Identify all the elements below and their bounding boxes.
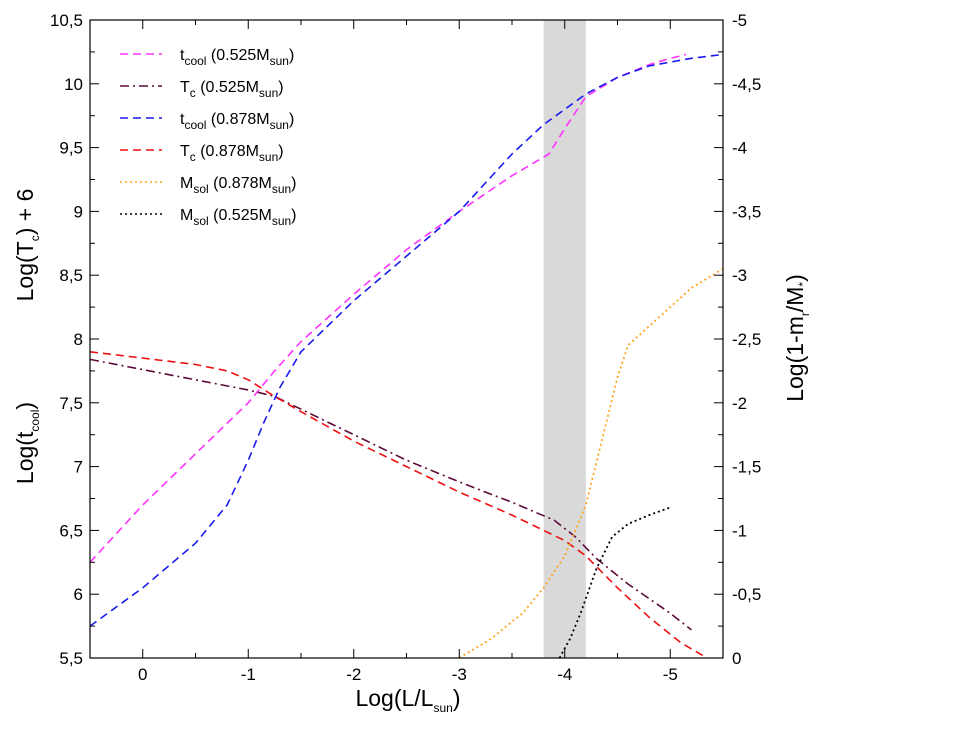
legend-item: Msol (0.878Msun) xyxy=(120,175,297,196)
y-left-tick-label: 7 xyxy=(74,458,83,477)
tick-labels-layer: 0 -1 -2 -3 -4 -5 5,5 6 6,5 7 7,5 8 8,5 9 9,5 10 10,5 0 -0,… xyxy=(50,11,761,684)
legend-label: Msol (0.878Msun) xyxy=(180,175,297,196)
x-tick-label: -1 xyxy=(241,665,256,684)
legend-label: Tc (0.525Msun) xyxy=(180,79,284,100)
legend-label: tcool (0.525Msun) xyxy=(180,47,294,68)
legend-item: Tc (0.525Msun) xyxy=(120,79,284,100)
y-right-tick-label: -5 xyxy=(732,11,747,30)
y-right-tick-label: -4 xyxy=(732,139,747,158)
legend-item: tcool (0.525Msun) xyxy=(120,47,294,68)
y-left-tick-label: 7,5 xyxy=(59,394,83,413)
y-right-tick-label: -1,5 xyxy=(732,458,761,477)
y-left-tick-label: 6 xyxy=(74,585,83,604)
y-left-tick-label: 9,5 xyxy=(59,139,83,158)
x-tick-label: -3 xyxy=(452,665,467,684)
y-left-title-top: Log(Tc) + 6 xyxy=(12,189,42,302)
y-left-tick-label: 10,5 xyxy=(50,11,83,30)
y-left-tick-label: 6,5 xyxy=(59,521,83,540)
series-layer xyxy=(89,53,724,659)
y-right-tick-label: -2,5 xyxy=(732,330,761,349)
y-right-tick-label: -3,5 xyxy=(732,202,761,221)
legend-item: Msol (0.525Msun) xyxy=(120,207,297,228)
x-tick-label: -5 xyxy=(663,665,678,684)
y-left-tick-label: 8 xyxy=(74,330,83,349)
y-right-tick-label: -1 xyxy=(732,521,747,540)
legend: tcool (0.525Msun) Tc (0.525Msun) tcool (… xyxy=(120,47,297,228)
series-line-6 xyxy=(558,506,671,659)
x-tick-label: -4 xyxy=(557,665,572,684)
series-line-2 xyxy=(89,358,692,631)
x-tick-label: 0 xyxy=(138,665,147,684)
legend-label: Msol (0.525Msun) xyxy=(180,207,297,228)
legend-item: Tc (0.878Msun) xyxy=(120,143,284,164)
y-left-title-bottom: Log(tcool) xyxy=(12,402,42,484)
y-right-tick-label: -2 xyxy=(732,394,747,413)
y-right-tick-label: 0 xyxy=(732,649,741,668)
series-line-4 xyxy=(89,351,708,659)
shaded-band-layer xyxy=(543,20,586,658)
y-right-title: Log(1-mr/M*) xyxy=(782,274,812,402)
y-right-tick-label: -4,5 xyxy=(732,75,761,94)
ticks-layer xyxy=(89,19,724,659)
legend-item: tcool (0.878Msun) xyxy=(120,111,294,132)
legend-label: Tc (0.878Msun) xyxy=(180,143,284,164)
x-tick-label: -2 xyxy=(346,665,361,684)
legend-label: tcool (0.878Msun) xyxy=(180,111,294,132)
y-left-tick-label: 5,5 xyxy=(59,649,83,668)
y-right-tick-label: -3 xyxy=(732,266,747,285)
y-left-tick-label: 10 xyxy=(64,75,83,94)
y-left-tick-label: 8,5 xyxy=(59,266,83,285)
x-axis-title: Log(L/Lsun) xyxy=(355,685,460,715)
series-line-5 xyxy=(458,268,724,659)
series-line-3 xyxy=(89,53,724,627)
y-right-tick-label: -0,5 xyxy=(732,585,761,604)
shaded-band xyxy=(543,20,586,658)
y-left-tick-label: 9 xyxy=(74,202,83,221)
